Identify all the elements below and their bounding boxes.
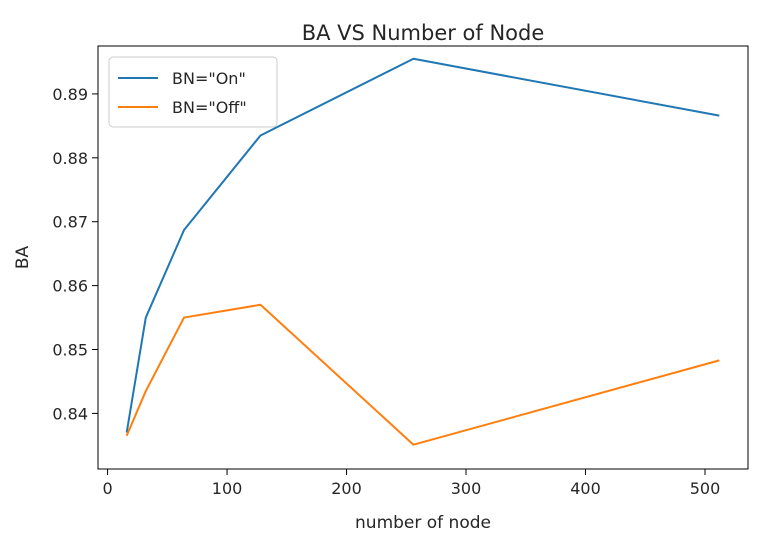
legend-label: BN="Off": [172, 98, 247, 117]
x-tick-label: 100: [212, 479, 243, 498]
series-line-bn-off: [125, 303, 720, 446]
x-tick-label: 400: [570, 479, 601, 498]
axis-ticks: 0 100 200 300 400 500 0.84 0.85 0.86 0.87 0.88 0.89: [52, 85, 720, 498]
x-tick-label: 200: [331, 479, 362, 498]
y-tick-label: 0.87: [52, 213, 88, 232]
series-line-bn-on: [125, 57, 720, 433]
y-tick-label: 0.88: [52, 149, 88, 168]
y-axis-label: BA: [13, 245, 33, 269]
legend: BN="On" BN="Off": [108, 56, 278, 128]
series-lines: [125, 57, 720, 446]
y-tick-label: 0.84: [52, 404, 88, 423]
y-tick-label: 0.85: [52, 341, 88, 360]
legend-box: [108, 56, 278, 128]
x-tick-label: 500: [690, 479, 721, 498]
y-tick-label: 0.86: [52, 277, 88, 296]
axes-frame: [97, 45, 749, 470]
legend-label: BN="On": [172, 69, 246, 88]
y-tick-label: 0.89: [52, 85, 88, 104]
chart-title: BA VS Number of Node: [302, 21, 545, 45]
x-tick-label: 300: [451, 479, 482, 498]
x-tick-label: 0: [102, 479, 112, 498]
x-axis-label: number of node: [355, 513, 491, 533]
